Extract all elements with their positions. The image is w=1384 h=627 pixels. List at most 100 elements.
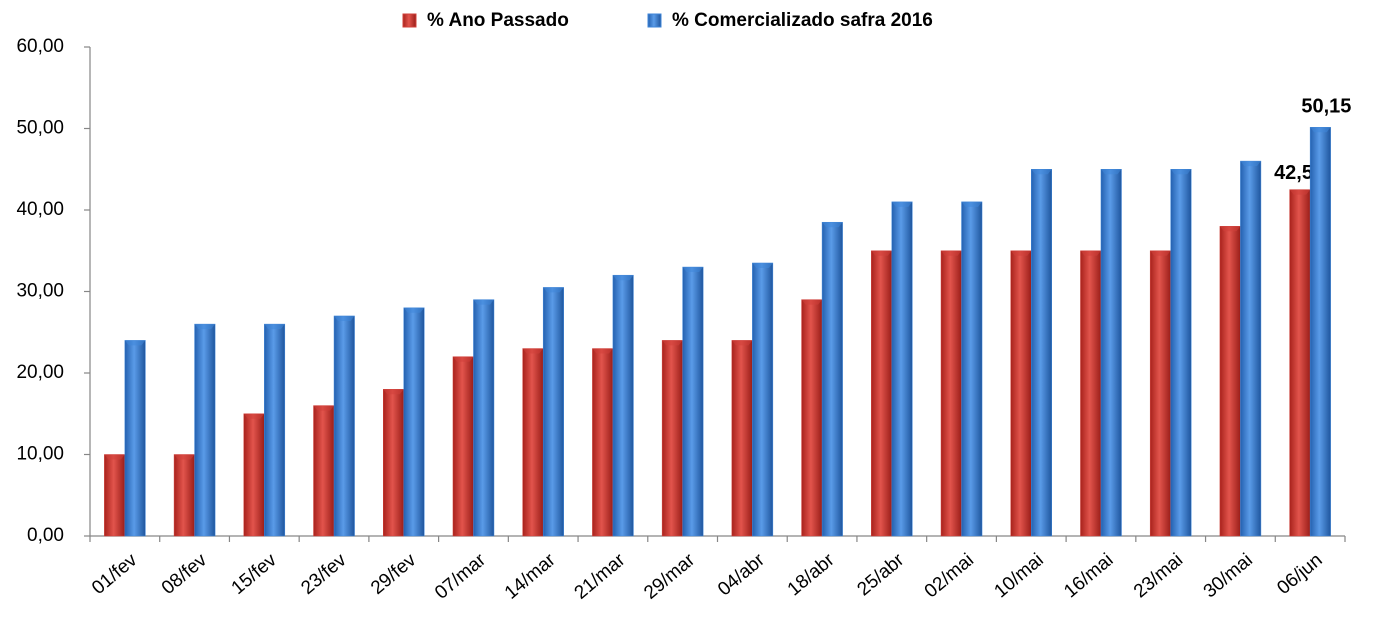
bar-cap bbox=[264, 324, 285, 330]
bar-cap bbox=[1289, 189, 1311, 195]
y-tick-label: 30,00 bbox=[16, 281, 64, 302]
bar bbox=[383, 389, 404, 537]
bar bbox=[333, 315, 355, 537]
bar-cap bbox=[1240, 161, 1261, 167]
x-tick-label: 02/mai bbox=[921, 550, 978, 603]
x-tick-label: 01/fev bbox=[88, 549, 142, 599]
y-tick-label: 10,00 bbox=[16, 444, 64, 465]
bar-cap bbox=[543, 287, 564, 293]
bar bbox=[871, 250, 893, 537]
bar-cap bbox=[104, 454, 125, 460]
bar bbox=[682, 266, 704, 537]
bar-cap bbox=[383, 389, 404, 395]
bar-cap bbox=[682, 267, 704, 273]
bar-cap bbox=[313, 405, 335, 411]
bar bbox=[661, 340, 683, 537]
x-tick-label: 14/mar bbox=[501, 549, 560, 604]
bar bbox=[1219, 226, 1241, 537]
bar bbox=[1031, 169, 1052, 537]
bar-cap bbox=[243, 413, 265, 419]
bar-cap bbox=[752, 262, 773, 268]
bar bbox=[403, 307, 425, 537]
bar-cap bbox=[452, 356, 474, 362]
data-label: 50,15 bbox=[1301, 96, 1351, 118]
bar-cap bbox=[662, 340, 683, 346]
bar-cap bbox=[1080, 250, 1101, 256]
bar bbox=[1010, 250, 1032, 537]
bar bbox=[313, 405, 335, 537]
bar-cap bbox=[1010, 250, 1032, 256]
bar bbox=[194, 323, 216, 537]
bar-cap bbox=[124, 340, 146, 346]
bar bbox=[473, 299, 495, 537]
x-tick-label: 06/jun bbox=[1273, 550, 1326, 599]
x-tick-label: 10/mai bbox=[991, 550, 1048, 603]
bar bbox=[1100, 169, 1122, 537]
legend-swatch bbox=[402, 13, 417, 28]
bar bbox=[961, 201, 983, 537]
x-tick-label: 15/fev bbox=[228, 549, 282, 599]
bar bbox=[821, 221, 843, 537]
legend-label: % Ano Passado bbox=[427, 10, 569, 31]
y-tick-label: 20,00 bbox=[16, 362, 64, 383]
bar bbox=[592, 348, 614, 537]
bar bbox=[940, 250, 962, 537]
bar-cap bbox=[891, 201, 913, 207]
bar-cap bbox=[871, 250, 892, 256]
bar bbox=[104, 454, 126, 537]
x-tick-label: 08/fev bbox=[158, 549, 212, 599]
bar bbox=[264, 323, 286, 537]
x-tick-label: 23/mai bbox=[1130, 550, 1187, 603]
bar bbox=[1080, 250, 1102, 537]
bar-cap bbox=[1170, 169, 1192, 175]
bar-cap bbox=[822, 222, 843, 228]
bar bbox=[542, 287, 564, 537]
y-tick-label: 0,00 bbox=[27, 525, 64, 546]
bar-cap bbox=[1150, 250, 1171, 256]
x-tick-label: 18/abr bbox=[784, 549, 839, 600]
bar-cap bbox=[1100, 169, 1122, 175]
x-tick-label: 07/mar bbox=[431, 549, 490, 604]
x-tick-label: 04/abr bbox=[714, 549, 769, 600]
x-tick-label: 21/mar bbox=[571, 549, 630, 604]
bar bbox=[243, 413, 265, 537]
bar bbox=[801, 299, 823, 537]
x-tick-label: 30/mai bbox=[1200, 550, 1257, 603]
bar-cap bbox=[403, 307, 425, 313]
bar-cap bbox=[1310, 127, 1331, 133]
bar-cap bbox=[473, 299, 494, 305]
bar-cap bbox=[522, 348, 544, 354]
bar-cap bbox=[194, 324, 216, 330]
bar bbox=[891, 201, 913, 537]
bar-cap bbox=[334, 315, 355, 321]
bar-cap bbox=[174, 454, 195, 460]
bar-cap bbox=[941, 250, 962, 256]
bar-cap bbox=[731, 340, 753, 346]
bar bbox=[612, 274, 634, 537]
legend-swatch bbox=[647, 13, 662, 28]
bar-cap bbox=[801, 299, 823, 305]
x-tick-label: 29/mar bbox=[640, 549, 699, 604]
bar bbox=[1170, 169, 1192, 537]
y-tick-label: 40,00 bbox=[16, 199, 64, 220]
bar bbox=[752, 262, 774, 537]
bar bbox=[1240, 160, 1262, 537]
y-tick-label: 60,00 bbox=[16, 36, 64, 57]
y-tick-label: 50,00 bbox=[16, 118, 64, 139]
x-tick-label: 23/fev bbox=[297, 549, 351, 599]
x-tick-label: 25/abr bbox=[853, 549, 908, 600]
bar bbox=[124, 340, 146, 537]
x-tick-label: 29/fev bbox=[367, 549, 421, 599]
bar bbox=[1289, 189, 1311, 537]
bar-cap bbox=[1219, 226, 1241, 232]
x-tick-label: 16/mai bbox=[1060, 550, 1117, 603]
bar bbox=[731, 340, 753, 537]
bar-cap bbox=[1031, 169, 1052, 175]
bar bbox=[1149, 250, 1171, 537]
bar-cap bbox=[961, 201, 983, 207]
bar bbox=[1309, 127, 1331, 537]
bar-cap bbox=[612, 275, 634, 281]
bar bbox=[522, 348, 544, 537]
bar-cap bbox=[592, 348, 613, 354]
